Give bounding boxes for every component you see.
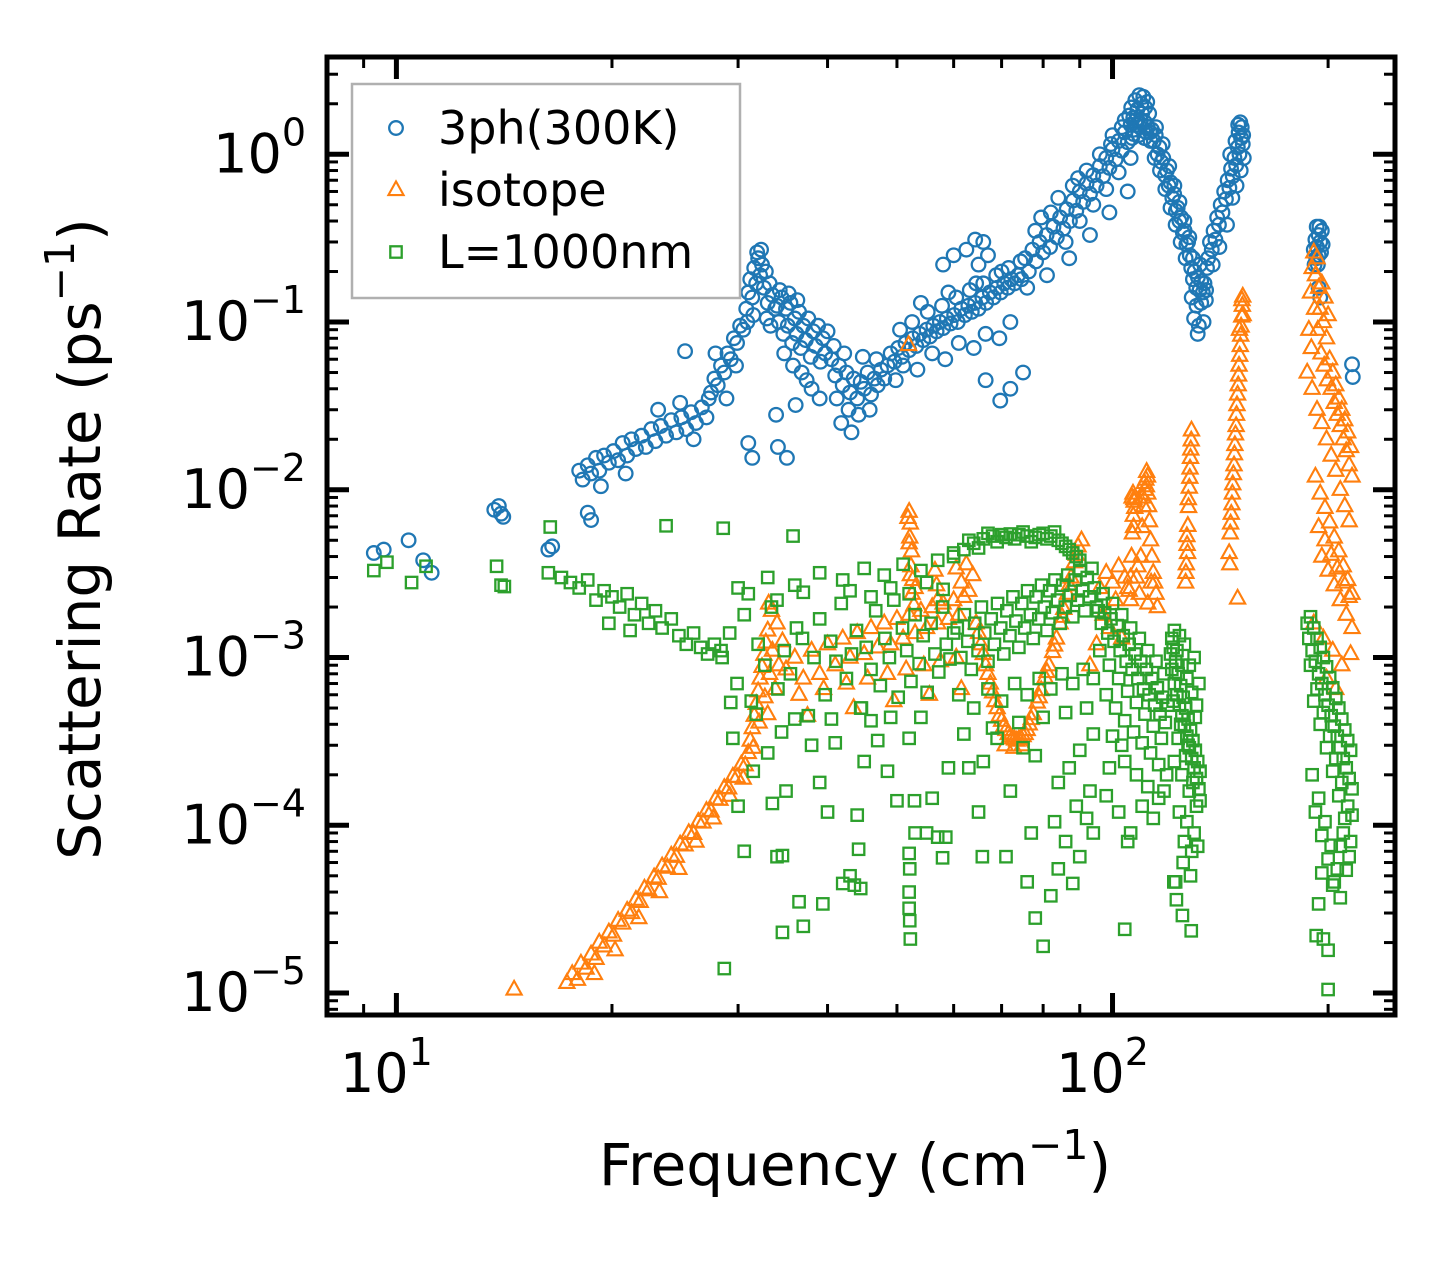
legend-label: 3ph(300K) [438,101,679,155]
y-tick-label: 10−4 [181,781,306,856]
plot-area [365,87,1362,997]
tick-labels: 101 102 100 10−1 10−2 10−3 10−4 10−5 [181,110,1149,1105]
y-tick-label: 10−3 [181,614,306,689]
legend-label: L=1000nm [438,225,693,279]
series-L1000nm [366,518,1359,997]
legend-label: isotope [438,163,607,217]
legend-item-3ph300K: 3ph(300K) [388,101,679,155]
y-tick-label: 10−2 [181,446,306,521]
x-tick-label: 101 [340,1030,433,1105]
x-axis-title: Frequency (cm−1) [599,1121,1111,1199]
y-tick-label: 10−1 [181,278,306,353]
legend-item-L1000nm: L=1000nm [389,225,693,279]
axis-labels: Frequency (cm−1) Scattering Rate (ps−1) [36,218,1111,1199]
axes-frame [324,54,1398,1018]
x-tick-label: 102 [1056,1030,1149,1105]
series-3ph300K [365,87,1361,581]
legend-item-isotope: isotope [386,163,607,217]
y-tick-label: 100 [213,110,306,185]
y-tick-label: 10−5 [181,949,306,1024]
legend: 3ph(300K) isotope L=1000nm [350,82,742,300]
y-axis-title: Scattering Rate (ps−1) [36,218,114,860]
